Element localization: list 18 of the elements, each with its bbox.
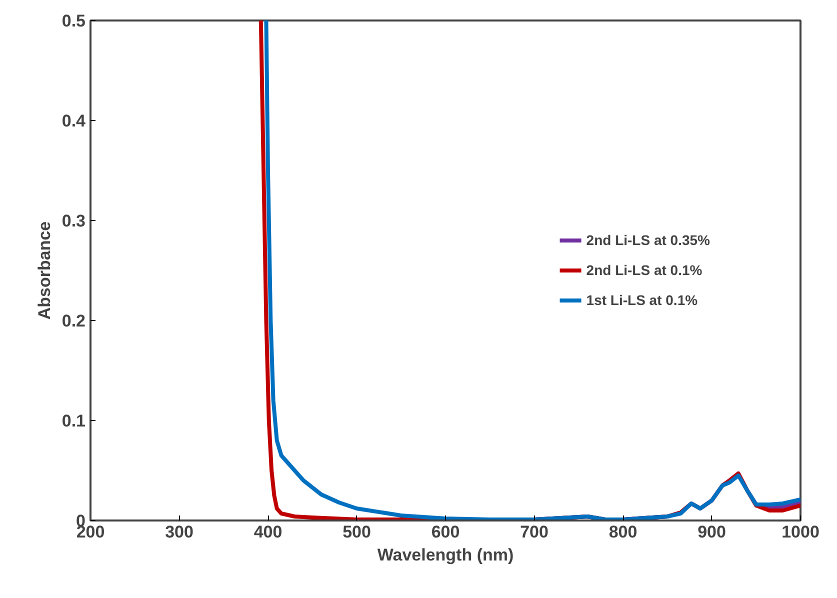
y-axis-title: Absorbance [34,221,54,320]
x-tick-label: 300 [165,522,194,542]
legend-label: 2nd Li-LS at 0.1% [586,262,702,278]
x-tick-label: 600 [431,522,460,542]
x-tick-label: 400 [254,522,282,542]
y-tick-label: 0.5 [62,12,86,30]
legend-label: 1st Li-LS at 0.1% [586,292,698,308]
y-tick-label: 0.2 [62,312,86,330]
x-tick-label: 1000 [782,522,820,542]
y-tick-label: 0.3 [62,212,86,230]
x-tick-label: 700 [520,522,548,542]
y-tick-label: 0.1 [62,412,86,430]
legend-label: 2nd Li-LS at 0.35% [586,232,710,248]
x-tick-label: 500 [342,522,371,542]
y-tick-label: 0.4 [62,112,86,130]
x-tick-label: 900 [698,522,726,542]
x-tick-label: 800 [608,522,638,542]
x-axis-title: Wavelength (nm) [377,546,514,564]
